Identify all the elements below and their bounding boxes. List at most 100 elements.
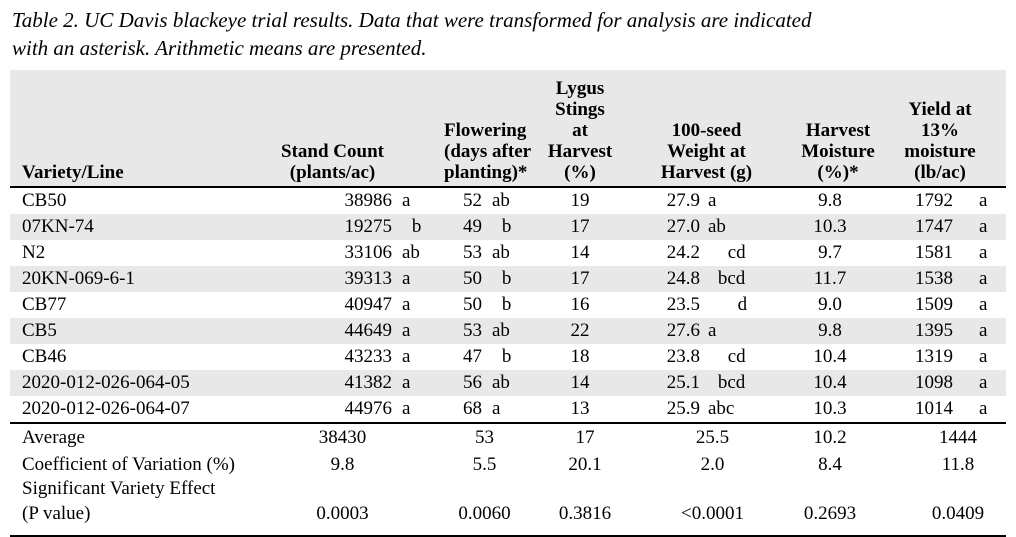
col-header-harvest-moisture: Harvest Moisture (%)*: [772, 70, 888, 188]
cv-lygus: 20.1: [545, 451, 615, 478]
yield-sig-letters: a: [953, 266, 1007, 292]
seed-weight-value: 23.5: [666, 294, 700, 315]
stand-count-sig-letters: a: [402, 294, 411, 315]
pvalue-moisture: 0.2693: [772, 500, 888, 527]
flowering-value: 50: [444, 266, 482, 292]
flowering-value: 50: [463, 294, 482, 315]
seed-weight-sig-letters: cd: [727, 242, 746, 263]
average-lygus: 17: [545, 423, 615, 451]
variety-name: 2020-012-026-064-07: [10, 396, 277, 424]
variety-name: CB77: [22, 294, 67, 315]
flowering-sig-letters: ab: [492, 190, 510, 211]
flowering-value: 53: [444, 318, 482, 344]
stand-count-sig-letters: ab: [402, 242, 420, 263]
pvalue-yield: 0.0409: [888, 500, 1007, 527]
yield-sig-letters: a: [979, 190, 988, 211]
harvest-moisture-value: 9.8: [818, 190, 842, 211]
table-row: 2020-012-026-064-05 41382 a 56 ab 14 25.…: [10, 370, 1007, 396]
variety-name: 07KN-74: [10, 214, 277, 240]
lygus-stings-value: 19: [570, 190, 590, 211]
stand-count-sig-letters: a: [402, 190, 411, 211]
seed-weight-value: 23.8: [666, 346, 700, 367]
col-header-yield: Yield at 13% moisture (lb/ac): [888, 70, 1007, 188]
flowering-sig-letters: a: [482, 396, 545, 424]
summary-label: Coefficient of Variation (%): [10, 451, 277, 478]
col-header-variety-line: Variety/Line: [10, 70, 277, 188]
stand-count-value: 38986: [344, 190, 393, 211]
seed-weight-sig-letters: a: [708, 190, 717, 211]
cv-yield: 11.8: [888, 451, 1007, 478]
flowering-value: 56: [444, 370, 482, 396]
stand-count-value: 41382: [277, 370, 392, 396]
table-caption: Table 2. UC Davis blackeye trial results…: [12, 8, 812, 60]
yield-sig-letters: a: [979, 294, 988, 315]
table-header: Variety/Line Stand Count (plants/ac) Flo…: [10, 70, 1007, 188]
results-table: Variety/Line Stand Count (plants/ac) Flo…: [10, 70, 1007, 527]
yield-value: 1319: [915, 346, 953, 367]
yield-value: 1014: [888, 396, 953, 424]
summary-label: Significant Variety Effect: [10, 478, 1007, 500]
stand-count-value: 39313: [277, 266, 392, 292]
variety-name: CB46: [22, 346, 67, 367]
table-body: CB50 38986 a 52 ab 19 27.9 a 9.8 1792 a …: [10, 187, 1007, 424]
harvest-moisture-value: 9.8: [772, 318, 888, 344]
header-row: Variety/Line Stand Count (plants/ac) Flo…: [10, 70, 1007, 188]
lygus-stings-value: 14: [545, 370, 615, 396]
yield-sig-letters: a: [953, 214, 1007, 240]
summary-label: Average: [10, 423, 277, 451]
harvest-moisture-value: 10.3: [772, 396, 888, 424]
summary-label: (P value): [10, 500, 277, 527]
yield-sig-letters: a: [953, 318, 1007, 344]
stand-count-sig-letters: a: [392, 266, 444, 292]
yield-sig-letters: a: [953, 370, 1007, 396]
seed-weight-sig-letters: d: [737, 294, 748, 315]
table-row: CB50 38986 a 52 ab 19 27.9 a 9.8 1792 a: [10, 187, 1006, 214]
seed-weight-sig-letters: bcd: [700, 370, 772, 396]
stand-count-value: 40947: [344, 294, 393, 315]
lygus-stings-value: 14: [570, 242, 590, 263]
cv-stand-count: 9.8: [277, 451, 444, 478]
yield-sig-letters: a: [979, 346, 988, 367]
seed-weight-value: 25.1: [615, 370, 700, 396]
yield-value: 1538: [888, 266, 953, 292]
table-summary: Average 38430 53 17 25.5 10.2 1444 Coeff…: [10, 423, 1007, 527]
flowering-value: 53: [463, 242, 482, 263]
harvest-moisture-value: 10.4: [813, 346, 847, 367]
lygus-stings-value: 16: [570, 294, 590, 315]
summary-row-cv: Coefficient of Variation (%) 9.8 5.5 20.…: [10, 451, 1007, 478]
flowering-sig-letters: ab: [482, 370, 545, 396]
table-figure: Table 2. UC Davis blackeye trial results…: [0, 6, 1016, 537]
seed-weight-value: 27.6: [615, 318, 700, 344]
yield-value: 1395: [888, 318, 953, 344]
flowering-value: 47: [463, 346, 482, 367]
yield-sig-letters: a: [979, 242, 988, 263]
average-moisture: 10.2: [772, 423, 888, 451]
pvalue-stand-count: 0.0003: [277, 500, 444, 527]
cv-seed-weight: 2.0: [615, 451, 772, 478]
flowering-sig-letters: ab: [482, 318, 545, 344]
col-header-flowering: Flowering (days after planting)*: [444, 70, 545, 188]
average-yield: 1444: [888, 423, 1007, 451]
table-row: 07KN-74 19275 b 49 b 17 27.0 ab 10.3 174…: [10, 214, 1007, 240]
yield-value: 1098: [888, 370, 953, 396]
yield-value: 1747: [888, 214, 953, 240]
lygus-stings-value: 18: [570, 346, 590, 367]
table-row: CB46 43233 a 47 b 18 23.8 cd 10.4 1319 a: [10, 344, 1006, 370]
yield-value: 1509: [915, 294, 953, 315]
summary-row-variety-effect: Significant Variety Effect: [10, 478, 1007, 500]
yield-sig-letters: a: [953, 396, 1007, 424]
table-row: 20KN-069-6-1 39313 a 50 b 17 24.8 bcd 11…: [10, 266, 1007, 292]
col-header-lygus-stings: Lygus Stings at Harvest (%): [545, 70, 615, 188]
table-row: 2020-012-026-064-07 44976 a 68 a 13 25.9…: [10, 396, 1007, 424]
flowering-value: 68: [444, 396, 482, 424]
stand-count-value: 19275: [277, 214, 392, 240]
harvest-moisture-value: 9.0: [818, 294, 842, 315]
summary-row-average: Average 38430 53 17 25.5 10.2 1444: [10, 423, 1007, 451]
variety-name: 2020-012-026-064-05: [10, 370, 277, 396]
table-row: CB5 44649 a 53 ab 22 27.6 a 9.8 1395 a: [10, 318, 1007, 344]
flowering-sig-letters: b: [501, 294, 512, 315]
stand-count-value: 44649: [277, 318, 392, 344]
stand-count-sig-letters: b: [392, 214, 444, 240]
variety-name: 20KN-069-6-1: [10, 266, 277, 292]
seed-weight-sig-letters: ab: [700, 214, 772, 240]
